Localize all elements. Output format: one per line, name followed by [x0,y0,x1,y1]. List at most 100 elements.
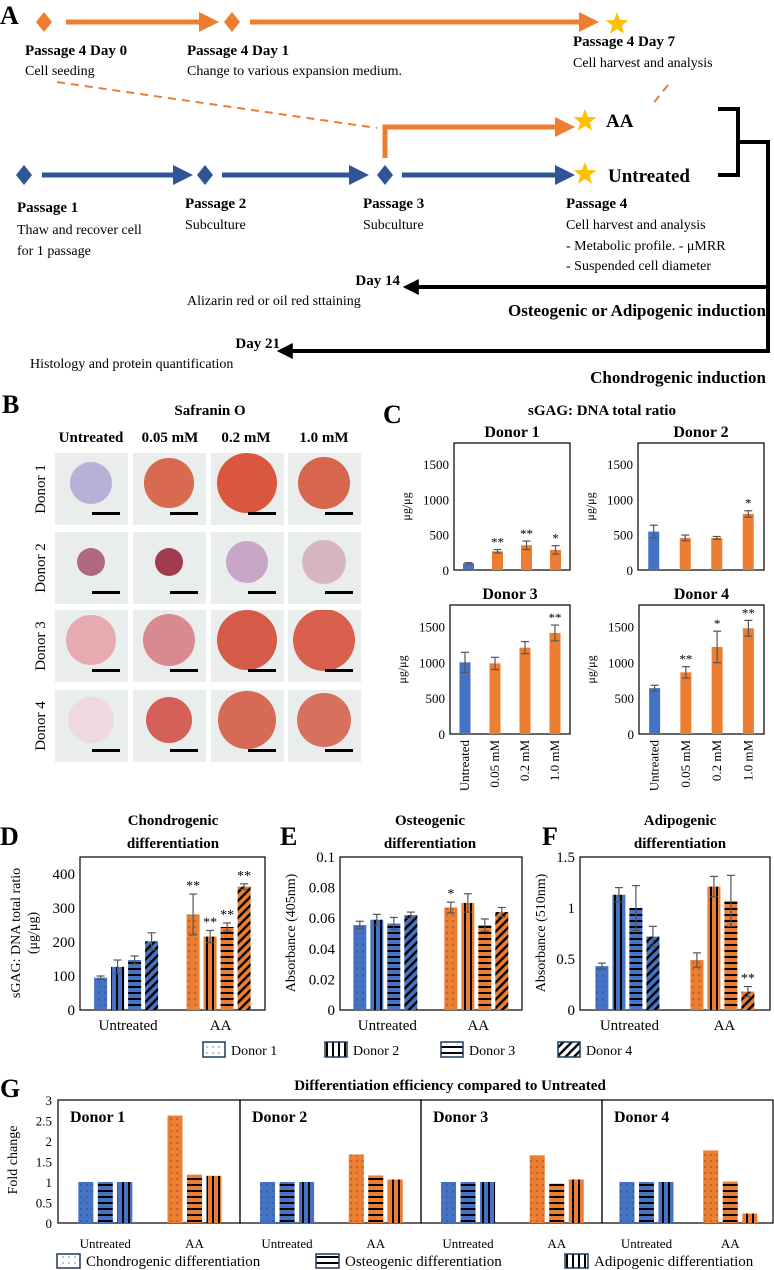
spheroid [292,610,356,672]
y-tick-label: 2 [46,1134,53,1149]
significance-marker: ** [742,605,755,620]
plot-frame [579,856,771,1011]
step-desc: Thaw and recover cell [17,223,142,238]
bar [444,907,458,1010]
spheroid [67,696,115,744]
y-tick-label: 0 [46,1216,53,1231]
y-tick-label: 1000 [607,492,633,507]
scale-bar [248,512,276,515]
y-tick-label: 0.5 [556,952,575,968]
step-title: Passage 4 [566,196,628,212]
x-tick-label: Untreated [358,1018,418,1034]
y-axis-label: μg/μg [583,492,597,520]
subplot-title: Donor 2 [673,424,728,441]
bar [111,966,125,1010]
step-desc: - Suspended cell diameter [566,259,711,274]
spheroid-image [288,610,361,682]
scale-bar [325,591,353,594]
y-tick-label: 0 [443,563,450,578]
step-desc: Cell harvest and analysis [573,56,713,71]
diamond-icon [224,12,240,32]
significance-marker: ** [741,972,755,987]
bar [742,513,754,570]
panel-label-g: G [0,1074,20,1103]
x-tick-label: Untreated [621,1236,673,1251]
y-tick-label: 0.08 [309,881,335,897]
bar [722,1181,738,1223]
legend-label: Donor 1 [231,1044,277,1059]
x-tick-label: 1.0 mM [740,740,755,782]
bar [387,923,401,1010]
osteo-adipo-induction-label: Osteogenic or Adipogenic induction [508,301,767,320]
bar [78,1182,94,1223]
x-tick-label: 0.2 mM [517,740,532,782]
legend-swatch [557,1041,581,1058]
chart-g-ylabel: Fold change [6,1126,21,1195]
star-icon [573,109,597,131]
bar [658,1182,674,1223]
step-title: Passage 4 Day 1 [187,43,289,59]
scale-bar [92,512,120,515]
spheroid-image [133,610,206,682]
scale-bar [325,749,353,752]
spheroid-image [288,453,361,525]
y-tick-label: 0 [568,1003,576,1019]
y-tick-label: 0.02 [309,972,335,988]
bar [648,531,660,570]
spheroid [66,615,116,665]
chart-e-title: differentiation [384,836,477,852]
bar [711,537,723,570]
step-desc: Change to various expansion medium. [187,64,402,79]
step-title: Passage 1 [17,200,78,216]
subplot-title: Donor 1 [484,424,539,441]
chart-d-title: Chondrogenic [128,813,219,829]
bar [549,632,561,734]
x-tick-label: AA [185,1236,204,1251]
y-tick-label: 500 [614,528,634,543]
bar [742,628,754,734]
y-tick-label: 0.1 [316,850,335,866]
bar [186,914,200,1010]
bar [679,537,691,570]
scale-bar [325,512,353,515]
significance-marker: ** [549,610,562,625]
bar [460,1182,476,1223]
bar [187,1174,202,1223]
diamond-icon [197,165,213,185]
significance-marker: * [745,496,752,511]
day14-title: Day 14 [355,273,400,289]
row-header: Donor 4 [33,701,49,751]
scale-bar [92,669,120,672]
x-tick-label: Untreated [647,740,662,792]
step-desc: - Metabolic profile. - μMRR [566,239,726,254]
y-tick-label: 0 [628,727,635,742]
bar [145,941,159,1010]
plot-frame [638,604,765,735]
row-header: Donor 3 [33,621,49,671]
day21-title: Day 21 [235,336,280,352]
y-tick-label: 100 [53,969,76,985]
column-header: 1.0 mM [299,430,348,446]
significance-marker: ** [203,915,217,930]
spheroid [143,614,195,666]
bar [459,662,471,734]
bar [368,1175,384,1223]
y-tick-label: 300 [53,901,76,917]
bar [550,549,561,570]
step-desc: Cell seeding [25,64,95,79]
panel-label-d: D [0,822,19,851]
spheroid-image [288,532,361,604]
safranin-title: Safranin O [174,403,245,419]
bar [529,1155,545,1223]
legend-label: Chondrogenic differentiation [86,1254,261,1270]
y-tick-label: 0 [627,563,634,578]
y-tick-label: 0.04 [309,942,336,958]
step-title: Passage 3 [363,196,424,212]
y-tick-label: 0 [68,1003,76,1019]
scale-bar [248,669,276,672]
bar [690,960,704,1010]
chart-f-title: differentiation [634,836,727,852]
spheroid-image [55,532,128,604]
